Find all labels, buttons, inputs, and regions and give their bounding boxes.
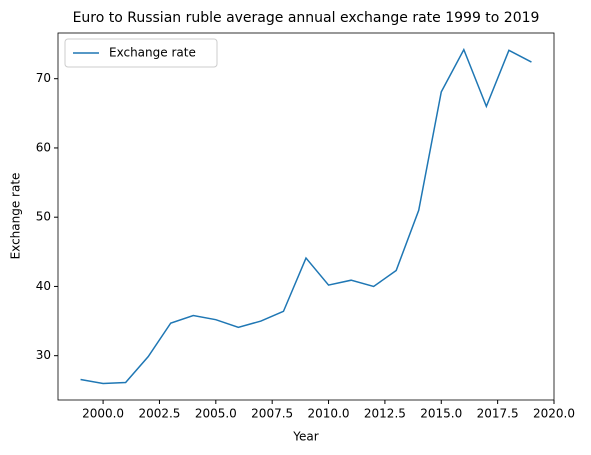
x-tick-label: 2002.5 — [138, 407, 180, 421]
y-tick-label: 50 — [36, 210, 51, 224]
x-tick-label: 2020.0 — [533, 407, 575, 421]
y-axis-label: Exchange rate — [9, 173, 23, 260]
y-tick-label: 70 — [36, 71, 51, 85]
plot-frame — [57, 32, 555, 401]
y-tick-label: 30 — [36, 348, 51, 362]
x-tick-label: 2012.5 — [364, 407, 406, 421]
x-tick-label: 2010.0 — [308, 407, 350, 421]
legend-label: Exchange rate — [109, 46, 196, 60]
x-tick-label: 2005.0 — [195, 407, 237, 421]
x-tick-label: 2017.5 — [477, 407, 519, 421]
x-tick-label: 2007.5 — [251, 407, 293, 421]
chart-title: Euro to Russian ruble average annual exc… — [73, 10, 540, 26]
x-tick-label: 2015.0 — [420, 407, 462, 421]
line — [80, 47, 532, 385]
y-tick-label: 40 — [36, 279, 51, 293]
x-axis-label: Year — [292, 430, 318, 444]
x-tick-label: 2000.0 — [82, 407, 124, 421]
legend-box — [64, 38, 218, 68]
y-tick-label: 60 — [36, 140, 51, 154]
